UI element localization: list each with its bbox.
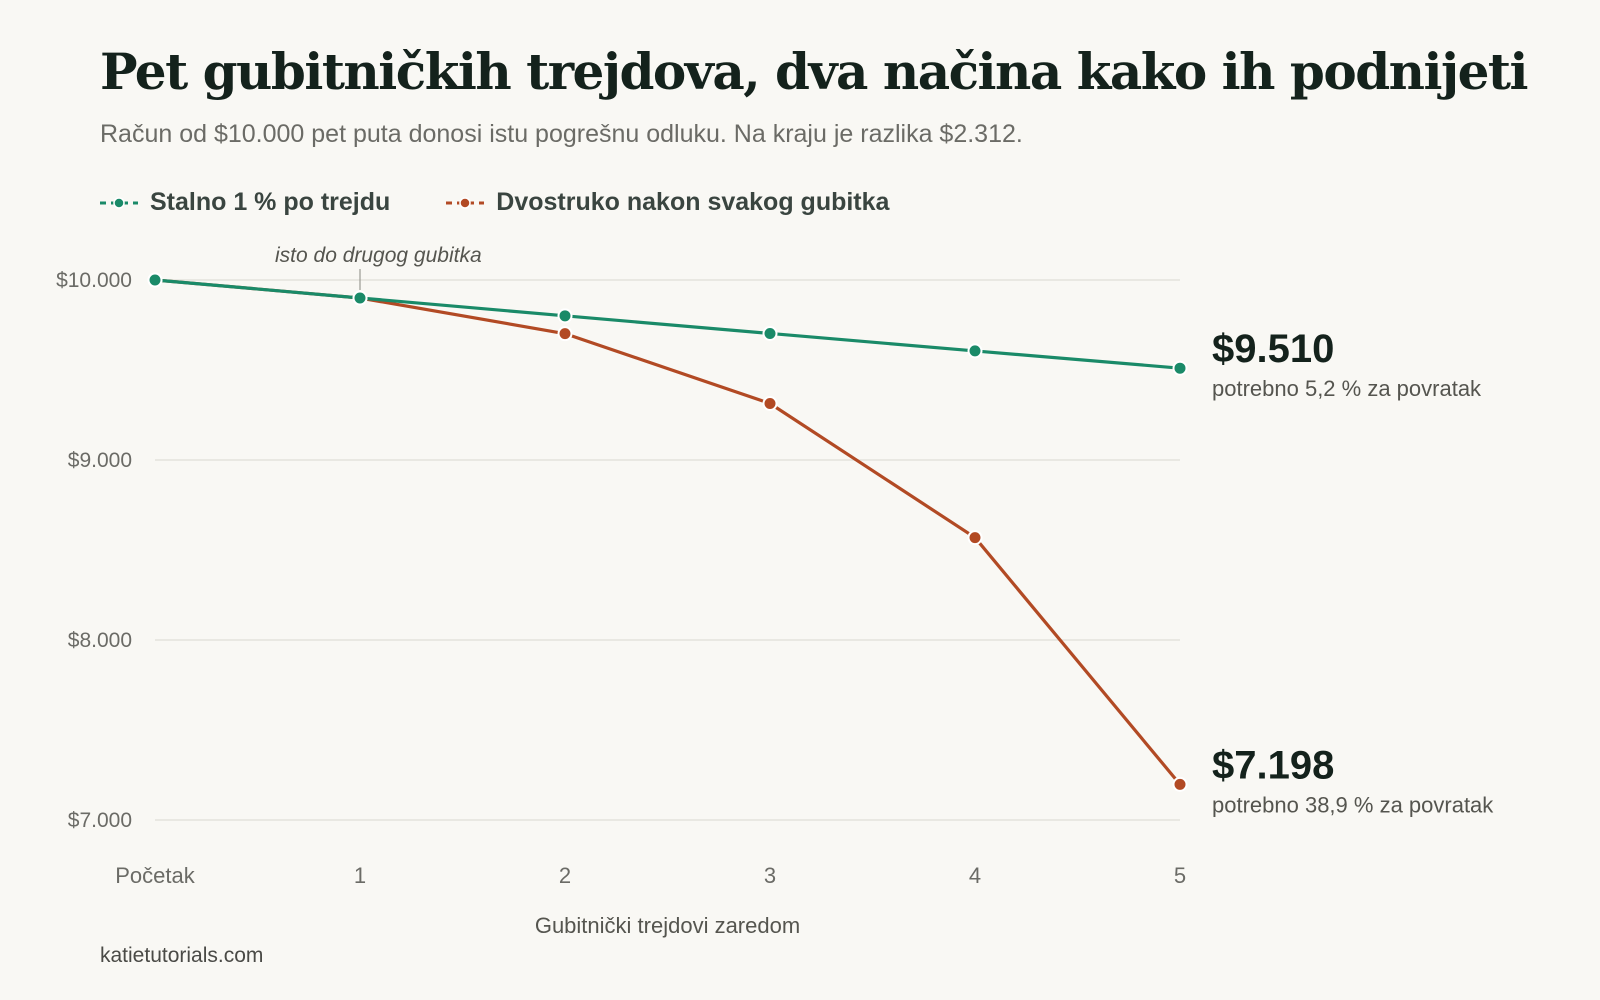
data-point bbox=[147, 272, 163, 288]
legend-label-constant: Stalno 1 % po trejdu bbox=[150, 188, 391, 216]
legend-item-constant: Stalno 1 % po trejdu bbox=[100, 188, 390, 217]
y-tick-label: $8.000 bbox=[68, 629, 132, 652]
chart-subtitle: Račun od $10.000 pet puta donosi istu po… bbox=[100, 120, 1023, 148]
legend-label-doubling: Dvostruko nakon svakog gubitka bbox=[496, 188, 890, 216]
chart-title: Pet gubitničkih trejdova, dva načina kak… bbox=[100, 42, 1529, 101]
legend-swatch-doubling bbox=[446, 196, 485, 209]
annotation-text: isto do drugog gubitka bbox=[275, 244, 482, 267]
data-point bbox=[1172, 776, 1188, 792]
y-tick-label: $7.000 bbox=[68, 809, 132, 832]
data-point bbox=[967, 530, 983, 546]
data-point bbox=[352, 290, 368, 306]
data-point bbox=[967, 343, 983, 359]
x-tick-label: 3 bbox=[764, 863, 776, 888]
end-note-label: potrebno 38,9 % za povratak bbox=[1212, 792, 1494, 817]
series-line bbox=[153, 278, 1182, 370]
data-point bbox=[762, 325, 778, 341]
legend: Stalno 1 % po trejdu Dvostruko nakon sva… bbox=[100, 188, 889, 217]
x-tick-label: 5 bbox=[1174, 863, 1186, 888]
end-note-label: potrebno 5,2 % za povratak bbox=[1212, 376, 1482, 401]
x-tick-label: 4 bbox=[969, 863, 981, 888]
data-point bbox=[1172, 360, 1188, 376]
y-tick-label: $10.000 bbox=[56, 269, 132, 292]
y-tick-label: $9.000 bbox=[68, 449, 132, 472]
x-axis-title: Gubitnički trejdovi zaredom bbox=[535, 913, 800, 938]
x-tick-label: 2 bbox=[559, 863, 571, 888]
end-value-label: $7.198 bbox=[1212, 743, 1334, 787]
legend-swatch-constant bbox=[100, 196, 138, 209]
data-point bbox=[557, 326, 573, 342]
x-tick-label: 1 bbox=[354, 863, 366, 888]
data-point bbox=[557, 308, 573, 324]
legend-item-doubling: Dvostruko nakon svakog gubitka bbox=[446, 188, 889, 217]
data-point bbox=[762, 395, 778, 411]
source-credit: katietutorials.com bbox=[100, 944, 264, 967]
end-value-label: $9.510 bbox=[1212, 327, 1334, 371]
x-tick-label: Početak bbox=[115, 863, 195, 888]
